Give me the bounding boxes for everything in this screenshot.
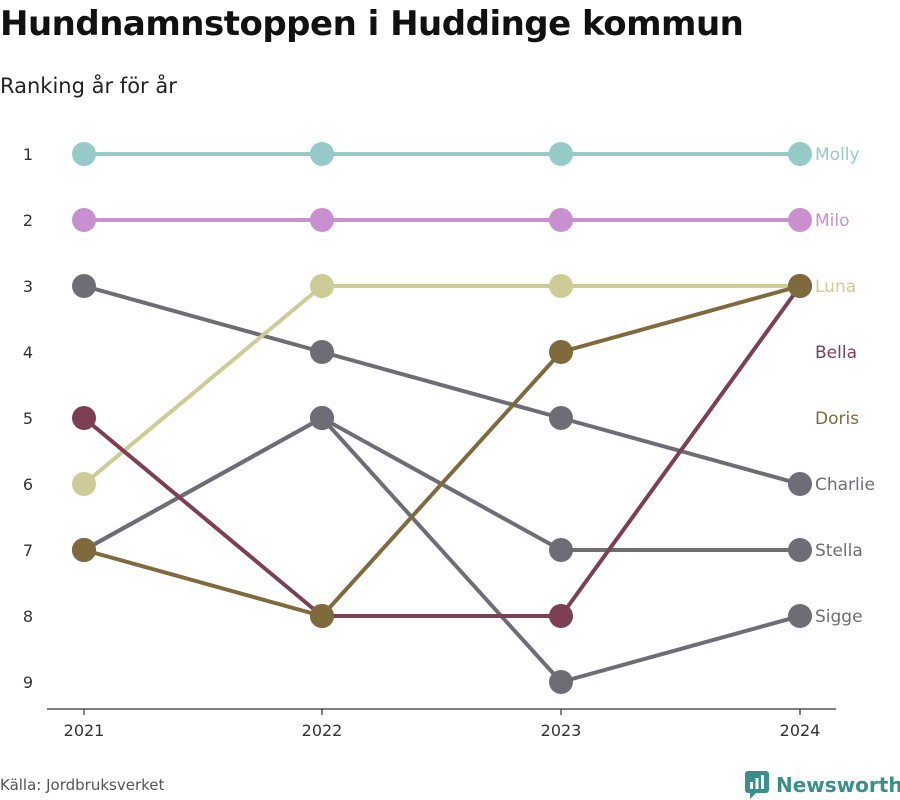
series-labels: Molly Milo Luna Bella Doris Charlie Stella Sigg… [815, 145, 875, 627]
series-label-doris: Doris [815, 409, 859, 429]
point-doris-2023 [549, 340, 573, 364]
series-label-molly: Molly [815, 145, 860, 165]
point-luna-2022 [310, 274, 334, 298]
series-label-milo: Milo [815, 211, 850, 231]
point-sigge-2023 [549, 670, 573, 694]
x-axis: 2021 2022 2023 2024 [64, 709, 821, 740]
newsworthy-logo-text: Newsworthy [776, 773, 900, 797]
point-stella-2024 [788, 538, 812, 562]
x-tick-label: 2023 [541, 721, 582, 740]
point-charlie-2021 [72, 274, 96, 298]
y-tick-label: 8 [23, 607, 33, 626]
x-tick-label: 2022 [302, 721, 343, 740]
source-note: Källa: Jordbruksverket [0, 776, 165, 794]
y-tick-label: 4 [23, 343, 33, 362]
series-line-sigge [83, 416, 801, 684]
point-molly-2023 [549, 142, 573, 166]
series-line-bella [82, 284, 802, 618]
point-luna-2021 [72, 472, 96, 496]
point-doris-2022 [310, 604, 334, 628]
series-label-bella: Bella [815, 343, 857, 363]
point-charlie-2024 [788, 472, 812, 496]
series-line-luna [82, 284, 800, 486]
y-tick-label: 3 [23, 277, 33, 296]
series-points [72, 142, 812, 694]
point-milo-2022 [310, 208, 334, 232]
newsworthy-logo-icon [745, 771, 769, 799]
newsworthy-logo[interactable]: Newsworthy [744, 770, 900, 800]
y-tick-label: 5 [23, 409, 33, 428]
point-bella-2023 [549, 604, 573, 628]
series-line-doris [83, 284, 801, 618]
point-sigge-2022 [310, 406, 334, 430]
point-doris-2021 [72, 538, 96, 562]
series-label-luna: Luna [815, 277, 856, 297]
chart-subtitle: Ranking år för år [0, 74, 177, 98]
point-molly-2021 [72, 142, 96, 166]
point-molly-2024 [788, 142, 812, 166]
series-lines [82, 152, 802, 684]
series-label-charlie: Charlie [815, 475, 875, 495]
series-label-sigge: Sigge [815, 607, 863, 627]
point-milo-2021 [72, 208, 96, 232]
x-tick-label: 2024 [780, 721, 821, 740]
point-charlie-2023 [549, 406, 573, 430]
point-doris-2024 [788, 274, 812, 298]
x-tick-label: 2021 [64, 721, 105, 740]
y-tick-label: 7 [23, 541, 33, 560]
point-sigge-2024 [788, 604, 812, 628]
y-tick-label: 1 [23, 145, 33, 164]
y-tick-label: 6 [23, 475, 33, 494]
point-milo-2024 [788, 208, 812, 232]
point-milo-2023 [549, 208, 573, 232]
y-tick-label: 2 [23, 211, 33, 230]
y-axis: 1 2 3 4 5 6 7 8 9 [23, 145, 33, 692]
point-luna-2023 [549, 274, 573, 298]
chart-title: Hundnamnstoppen i Huddinge kommun [0, 4, 744, 44]
point-stella-2023 [549, 538, 573, 562]
y-tick-label: 9 [23, 673, 33, 692]
point-molly-2022 [310, 142, 334, 166]
point-charlie-2022 [310, 340, 334, 364]
point-bella-2021 [72, 406, 96, 430]
series-label-stella: Stella [815, 541, 863, 561]
